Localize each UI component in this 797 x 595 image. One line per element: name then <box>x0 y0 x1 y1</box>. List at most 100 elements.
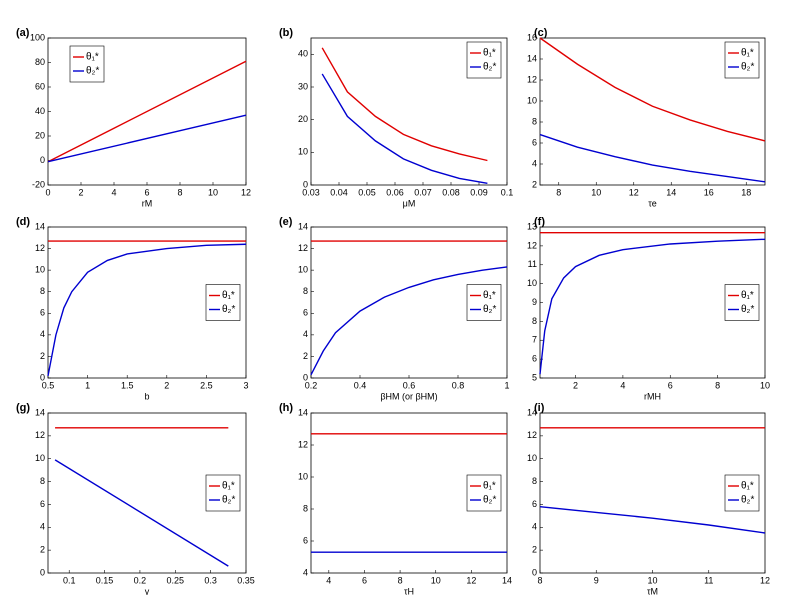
x-tick-label: 0.06 <box>386 187 404 197</box>
legend-box <box>466 284 502 321</box>
x-tick-label: 0.08 <box>442 187 460 197</box>
x-tick-label: 14 <box>666 187 676 197</box>
x-tick-label: 18 <box>741 187 751 197</box>
x-tick-label: 10 <box>208 187 218 197</box>
y-tick-label: 40 <box>298 49 308 59</box>
x-tick-label: 0.8 <box>452 380 465 390</box>
x-tick-label: 0.07 <box>414 187 432 197</box>
y-tick-label: 9 <box>532 297 537 307</box>
x-tick-label: 1 <box>504 380 509 390</box>
subplot: (g) 0.1 0.15 0.2 0.25 0.3 0.35 0 2 4 6 8 10 12 14 γ θ₁* θ… <box>16 402 255 595</box>
y-tick-label: 4 <box>40 522 45 532</box>
x-tick-label: 12 <box>760 575 770 585</box>
panel-label: (f) <box>534 216 545 228</box>
y-tick-label: 8 <box>40 476 45 486</box>
y-tick-label: 6 <box>303 535 308 545</box>
legend-label: θ₁* <box>86 52 99 63</box>
x-tick-label: 12 <box>241 187 251 197</box>
series-line <box>47 114 247 163</box>
legend-box <box>466 474 502 512</box>
x-tick-label: 3 <box>243 380 248 390</box>
x-axis-label: τM <box>647 586 658 595</box>
y-tick-label: 8 <box>532 116 537 126</box>
panel-label: (e) <box>279 216 293 228</box>
y-tick-label: 12 <box>35 430 45 440</box>
x-tick-label: 6 <box>144 187 149 197</box>
y-tick-label: 10 <box>527 95 537 105</box>
legend-label: θ₂* <box>483 304 496 315</box>
series-line <box>539 506 766 534</box>
legend-label: θ₂* <box>86 66 99 77</box>
legend-box <box>205 474 241 512</box>
y-tick-label: 20 <box>298 114 308 124</box>
x-tick-label: 10 <box>431 575 441 585</box>
series-line <box>321 73 488 185</box>
legend-label: θ₁* <box>483 48 496 59</box>
y-tick-label: 10 <box>298 265 308 275</box>
y-tick-label: 6 <box>532 354 537 364</box>
x-axis-label: γ <box>145 586 150 595</box>
x-tick-label: 11 <box>704 575 713 585</box>
y-tick-label: 0 <box>40 567 45 577</box>
x-axis-label: rMH <box>644 391 661 401</box>
legend-label: θ₂* <box>741 495 754 506</box>
legend-label: θ₁* <box>741 48 754 59</box>
x-tick-label: 0.6 <box>403 380 416 390</box>
y-tick-label: 6 <box>40 499 45 509</box>
legend-label: θ₂* <box>741 304 754 315</box>
y-tick-label: 10 <box>35 265 45 275</box>
subplot: (b) 0.03 0.04 0.05 0.06 0.07 0.08 0.09 0.1 0 10 20 3… <box>279 27 513 208</box>
panel-label: (b) <box>279 27 293 39</box>
y-tick-label: 30 <box>298 81 308 91</box>
y-tick-label: 5 <box>532 372 537 382</box>
legend-label: θ₂* <box>222 495 235 506</box>
y-tick-label: 0 <box>40 155 45 165</box>
panel-label: (c) <box>534 27 548 39</box>
x-tick-label: 12 <box>629 187 639 197</box>
x-tick-label: 0.04 <box>330 187 348 197</box>
y-tick-label: 12 <box>298 243 308 253</box>
x-tick-label: 0.3 <box>204 575 217 585</box>
x-tick-label: 0.1 <box>501 187 514 197</box>
y-tick-label: 14 <box>35 221 45 231</box>
legend-label: θ₁* <box>483 290 496 301</box>
x-tick-label: 8 <box>556 187 561 197</box>
x-tick-label: 0.05 <box>358 187 376 197</box>
legend-box <box>69 45 105 83</box>
y-tick-label: 40 <box>35 106 45 116</box>
panel-label: (g) <box>16 402 30 414</box>
x-tick-label: 0.2 <box>305 380 318 390</box>
subplot: (f) 2 4 6 8 10 5 6 7 8 9 10 11 12 13 rMH θ₁* θ₂* <box>527 216 770 401</box>
y-tick-label: 12 <box>527 74 537 84</box>
y-tick-label: 16 <box>527 32 537 42</box>
y-tick-label: 14 <box>527 53 537 63</box>
x-tick-label: 16 <box>704 187 714 197</box>
y-tick-label: 2 <box>40 545 45 555</box>
legend-box <box>724 41 760 79</box>
x-tick-label: 0.09 <box>470 187 488 197</box>
x-tick-label: 10 <box>647 575 657 585</box>
y-tick-label: 0 <box>532 567 537 577</box>
x-axis-label: b <box>144 391 149 401</box>
x-tick-label: 0.03 <box>302 187 320 197</box>
legend-label: θ₁* <box>483 481 496 492</box>
legend-label: θ₁* <box>222 290 235 301</box>
y-tick-label: 10 <box>35 453 45 463</box>
x-tick-label: 0.35 <box>237 575 255 585</box>
x-tick-label: 8 <box>715 380 720 390</box>
y-tick-label: 14 <box>35 407 45 417</box>
x-tick-label: 6 <box>362 575 367 585</box>
y-tick-label: 0 <box>303 179 308 189</box>
x-tick-label: 10 <box>591 187 601 197</box>
panel-label: (i) <box>534 402 545 414</box>
x-tick-label: 1 <box>85 380 90 390</box>
y-tick-label: 8 <box>532 476 537 486</box>
subplot: (d) 0.5 1 1.5 2 2.5 3 0 2 4 6 8 10 12 14 b θ₁* θ₂* <box>16 216 249 401</box>
y-tick-label: 13 <box>527 221 537 231</box>
x-tick-label: 0.1 <box>63 575 76 585</box>
y-tick-label: 14 <box>298 221 308 231</box>
y-tick-label: 2 <box>303 351 308 361</box>
x-tick-label: 0.15 <box>96 575 114 585</box>
